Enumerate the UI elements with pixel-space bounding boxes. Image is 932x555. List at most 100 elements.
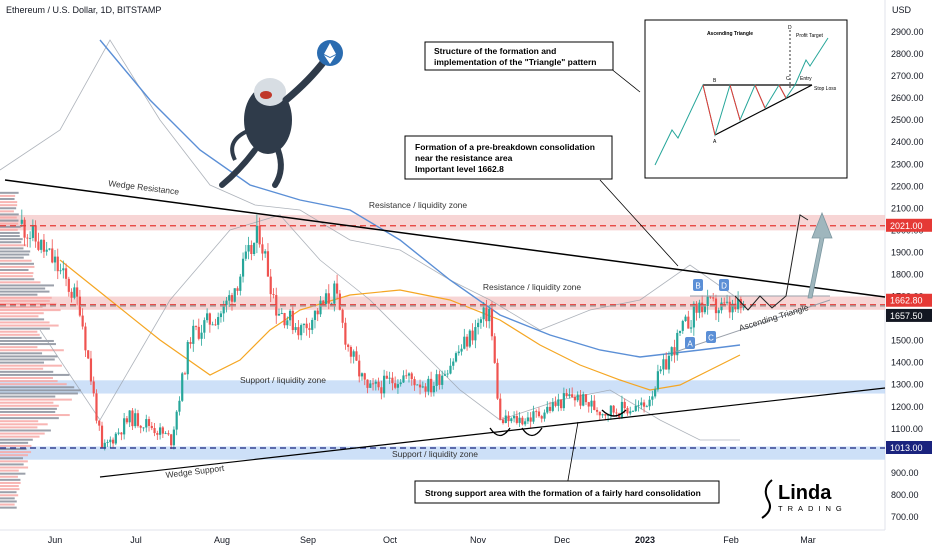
candle-body bbox=[736, 299, 740, 310]
profile-bar bbox=[0, 506, 17, 509]
candle-body bbox=[568, 394, 571, 397]
candle-body bbox=[396, 384, 400, 388]
candle-body bbox=[349, 346, 353, 357]
profile-bar bbox=[0, 296, 52, 299]
y-tick-label: 900.00 bbox=[891, 468, 919, 478]
x-tick-label: Nov bbox=[470, 535, 487, 545]
mascot-leg-left bbox=[219, 147, 258, 188]
candle-body bbox=[40, 239, 43, 250]
pattern-badge-label: C bbox=[708, 334, 714, 343]
profile-bar bbox=[0, 284, 54, 287]
candle-body bbox=[673, 347, 676, 356]
profile-bar bbox=[0, 380, 58, 383]
candle-body bbox=[142, 427, 145, 429]
candle-body bbox=[247, 245, 250, 252]
candle-body bbox=[388, 377, 391, 379]
candle-body bbox=[416, 384, 419, 386]
profile-bar bbox=[0, 367, 44, 370]
candle-body bbox=[687, 316, 690, 329]
bottom-curve-2 bbox=[521, 427, 543, 437]
profile-bar bbox=[0, 213, 19, 216]
profile-bar bbox=[0, 312, 44, 315]
envelope-lower bbox=[39, 214, 740, 441]
price-tag-label: 1657.50 bbox=[890, 311, 923, 321]
support-zone-2 bbox=[0, 446, 885, 460]
y-tick-label: 2200.00 bbox=[891, 181, 924, 191]
candle-body bbox=[640, 402, 643, 406]
profile-bar bbox=[0, 238, 23, 241]
eth-logo-icon bbox=[324, 43, 336, 64]
candle-body bbox=[371, 383, 375, 385]
inset-support bbox=[714, 84, 813, 136]
candle-body bbox=[214, 324, 217, 326]
candle-body bbox=[496, 362, 499, 399]
candle-body bbox=[347, 344, 350, 347]
candle-body bbox=[692, 303, 695, 328]
structure-line-1: Structure of the formation and bbox=[434, 46, 556, 56]
candle-body bbox=[338, 293, 341, 310]
candle-body bbox=[557, 399, 560, 406]
profile-bar bbox=[0, 302, 57, 305]
candle-body bbox=[277, 313, 281, 316]
candle-body bbox=[114, 433, 117, 444]
candle-body bbox=[286, 320, 289, 326]
candle-body bbox=[421, 386, 424, 388]
candle-body bbox=[76, 287, 79, 297]
price-tag-bg bbox=[886, 293, 932, 307]
candle-body bbox=[167, 433, 170, 435]
profile-bar bbox=[0, 194, 16, 197]
price-tag-label: 1662.80 bbox=[890, 296, 923, 306]
candle-body bbox=[360, 373, 364, 377]
profile-bar bbox=[0, 451, 32, 454]
candle-body bbox=[369, 383, 372, 388]
profile-bar bbox=[0, 327, 50, 330]
candle-body bbox=[410, 373, 413, 380]
y-tick-label: 1100.00 bbox=[891, 424, 923, 434]
candle-body bbox=[341, 309, 344, 323]
candle-body bbox=[565, 393, 568, 397]
candle-body bbox=[681, 321, 684, 331]
candle-body bbox=[192, 325, 195, 344]
candle-body bbox=[23, 219, 26, 238]
inset-point-d-top: D bbox=[788, 25, 792, 31]
profile-bar bbox=[0, 373, 70, 376]
mascot-head bbox=[254, 78, 286, 106]
candle-body bbox=[64, 268, 68, 279]
candle-body bbox=[258, 225, 261, 245]
candle-body bbox=[584, 394, 588, 403]
candle-body bbox=[474, 327, 477, 341]
consolidation-line-3: Important level 1662.8 bbox=[415, 164, 504, 174]
candle-body bbox=[526, 417, 530, 422]
candle-body bbox=[695, 303, 698, 313]
inset-stop-loss: Stop Loss bbox=[814, 86, 837, 92]
candle-body bbox=[352, 351, 355, 357]
candle-body bbox=[551, 402, 554, 411]
candle-body bbox=[327, 293, 330, 304]
candle-body bbox=[333, 283, 336, 304]
candle-body bbox=[678, 330, 682, 333]
candle-body bbox=[656, 371, 659, 390]
mascot-illustration bbox=[219, 40, 343, 188]
candle-body bbox=[548, 406, 552, 411]
y-tick-label: 2400.00 bbox=[891, 137, 924, 147]
candle-body bbox=[418, 384, 422, 388]
candle-body bbox=[161, 427, 164, 434]
profile-bar bbox=[0, 485, 19, 488]
price-tag-label: 2021.00 bbox=[890, 221, 923, 231]
profile-bar bbox=[0, 275, 33, 278]
candle-body bbox=[20, 219, 23, 224]
price-tag-bg bbox=[886, 218, 932, 232]
resistance-zone-1 bbox=[0, 214, 885, 231]
profile-bar bbox=[0, 435, 40, 438]
candle-body bbox=[305, 323, 308, 329]
profile-bar bbox=[0, 432, 45, 435]
profile-bar bbox=[0, 222, 19, 225]
candle-body bbox=[684, 316, 687, 322]
candle-body bbox=[200, 332, 203, 339]
profile-bar bbox=[0, 481, 21, 484]
candle-body bbox=[645, 406, 648, 408]
candle-body bbox=[723, 302, 726, 304]
volume-profile bbox=[0, 191, 81, 509]
wedge-resistance-line bbox=[4, 179, 886, 298]
